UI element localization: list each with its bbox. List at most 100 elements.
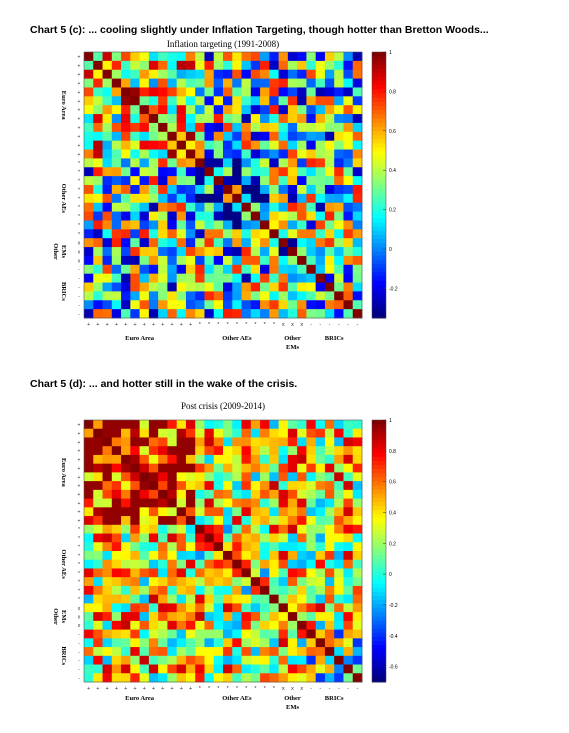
- heatmap-cell: [148, 603, 159, 613]
- heatmap-cell: [241, 185, 252, 195]
- heatmap-cell: [167, 446, 178, 456]
- heatmap-cell: [130, 472, 140, 482]
- heatmap-cell: [130, 489, 140, 499]
- heatmap-cell: [352, 481, 363, 491]
- heatmap-cell: [278, 533, 289, 543]
- heatmap-cell: [287, 481, 298, 491]
- heatmap-cell: [176, 446, 187, 456]
- heatmap-cell: [130, 300, 140, 310]
- heatmap-cell: [324, 498, 335, 508]
- heatmap-cell: [130, 577, 140, 587]
- heatmap-cell: [315, 247, 326, 257]
- heatmap-cell: [334, 655, 344, 665]
- heatmap-cell: [176, 202, 187, 212]
- heatmap-cell: [306, 255, 317, 266]
- heatmap-cell: [204, 185, 215, 195]
- y-tick-marker: +: [78, 518, 81, 524]
- heatmap-cell: [352, 282, 363, 292]
- heatmap-cell: [324, 507, 335, 517]
- heatmap-cell: [213, 158, 224, 168]
- heatmap-cell: [324, 291, 335, 301]
- heatmap-cell: [158, 673, 168, 683]
- x-tick-marker: x: [291, 322, 294, 328]
- heatmap-cell: [121, 603, 131, 613]
- heatmap-cell: [269, 620, 279, 630]
- heatmap-cell: [352, 300, 363, 310]
- heatmap-cell: [315, 673, 326, 683]
- heatmap-cell: [148, 211, 159, 221]
- heatmap-cell: [223, 158, 233, 168]
- heatmap-cell: [148, 516, 159, 526]
- colorbar-step: [372, 456, 386, 462]
- heatmap-cell: [121, 585, 131, 596]
- colorbar-step: [372, 209, 386, 215]
- heatmap-cell: [324, 472, 335, 482]
- heatmap-cell: [176, 52, 187, 62]
- y-tick-marker: +: [78, 501, 81, 507]
- heatmap-cell: [121, 481, 131, 491]
- x-group-label: EMs: [286, 704, 299, 711]
- heatmap-cell: [130, 594, 140, 604]
- heatmap-cell: [278, 612, 289, 622]
- heatmap-cell: [111, 594, 122, 604]
- heatmap-cell: [111, 114, 122, 124]
- colorbar-step: [372, 448, 386, 454]
- heatmap-cell: [334, 551, 344, 561]
- colorbar-tick-label: 0.6: [389, 480, 396, 486]
- heatmap-cell: [176, 167, 187, 177]
- heatmap-cell: [185, 273, 196, 283]
- heatmap-cell: [93, 524, 103, 534]
- heatmap-cell: [204, 603, 215, 613]
- heatmap-cell: [260, 140, 270, 150]
- heatmap-cell: [158, 282, 168, 292]
- heatmap-cell: [121, 220, 131, 230]
- heatmap-cell: [139, 78, 150, 88]
- heatmap-cell: [204, 149, 215, 159]
- heatmap-cell: [213, 533, 224, 543]
- heatmap-cell: [324, 603, 335, 613]
- colorbar-step: [372, 477, 386, 482]
- heatmap-cell: [278, 655, 289, 665]
- colorbar-step: [372, 591, 386, 597]
- heatmap-cell: [306, 87, 317, 97]
- heatmap-cell: [111, 551, 122, 561]
- heatmap-cell: [250, 533, 261, 543]
- heatmap-cell: [195, 185, 205, 195]
- heatmap-cell: [167, 516, 178, 526]
- heatmap-cell: [213, 498, 224, 508]
- heatmap-cell: [287, 140, 298, 150]
- colorbar-step: [372, 135, 386, 140]
- heatmap-cell: [213, 577, 224, 587]
- heatmap-cell: [306, 559, 317, 569]
- heatmap-cell: [148, 559, 159, 569]
- colorbar-step: [372, 669, 386, 675]
- colorbar-step: [372, 677, 386, 683]
- heatmap-cell: [111, 533, 122, 543]
- heatmap-cell: [148, 247, 159, 257]
- heatmap-cell: [130, 158, 140, 168]
- y-group-label: BRICs: [60, 282, 67, 301]
- heatmap-cell: [111, 472, 122, 482]
- heatmap-cell: [306, 454, 317, 465]
- heatmap-cell: [241, 420, 252, 430]
- heatmap-cell: [324, 264, 335, 275]
- heatmap-cell: [167, 140, 178, 150]
- heatmap-cell: [306, 629, 317, 639]
- heatmap-cell: [287, 489, 298, 499]
- heatmap-cell: [278, 577, 289, 587]
- heatmap-cell: [297, 463, 307, 473]
- heatmap-cell: [176, 559, 187, 569]
- heatmap-cell: [232, 612, 242, 622]
- heatmap-cell: [176, 568, 187, 578]
- heatmap-cell: [213, 463, 224, 473]
- y-tick-marker: *: [78, 553, 80, 559]
- heatmap-cell: [176, 149, 187, 159]
- heatmap-cell: [260, 577, 270, 587]
- heatmap-cell: [213, 507, 224, 517]
- heatmap-cell: [167, 420, 178, 430]
- heatmap-cell: [185, 463, 196, 473]
- heatmap-cell: [297, 542, 307, 552]
- heatmap-cell: [250, 282, 261, 292]
- heatmap-cell: [139, 300, 150, 310]
- heatmap-cell: [195, 220, 205, 230]
